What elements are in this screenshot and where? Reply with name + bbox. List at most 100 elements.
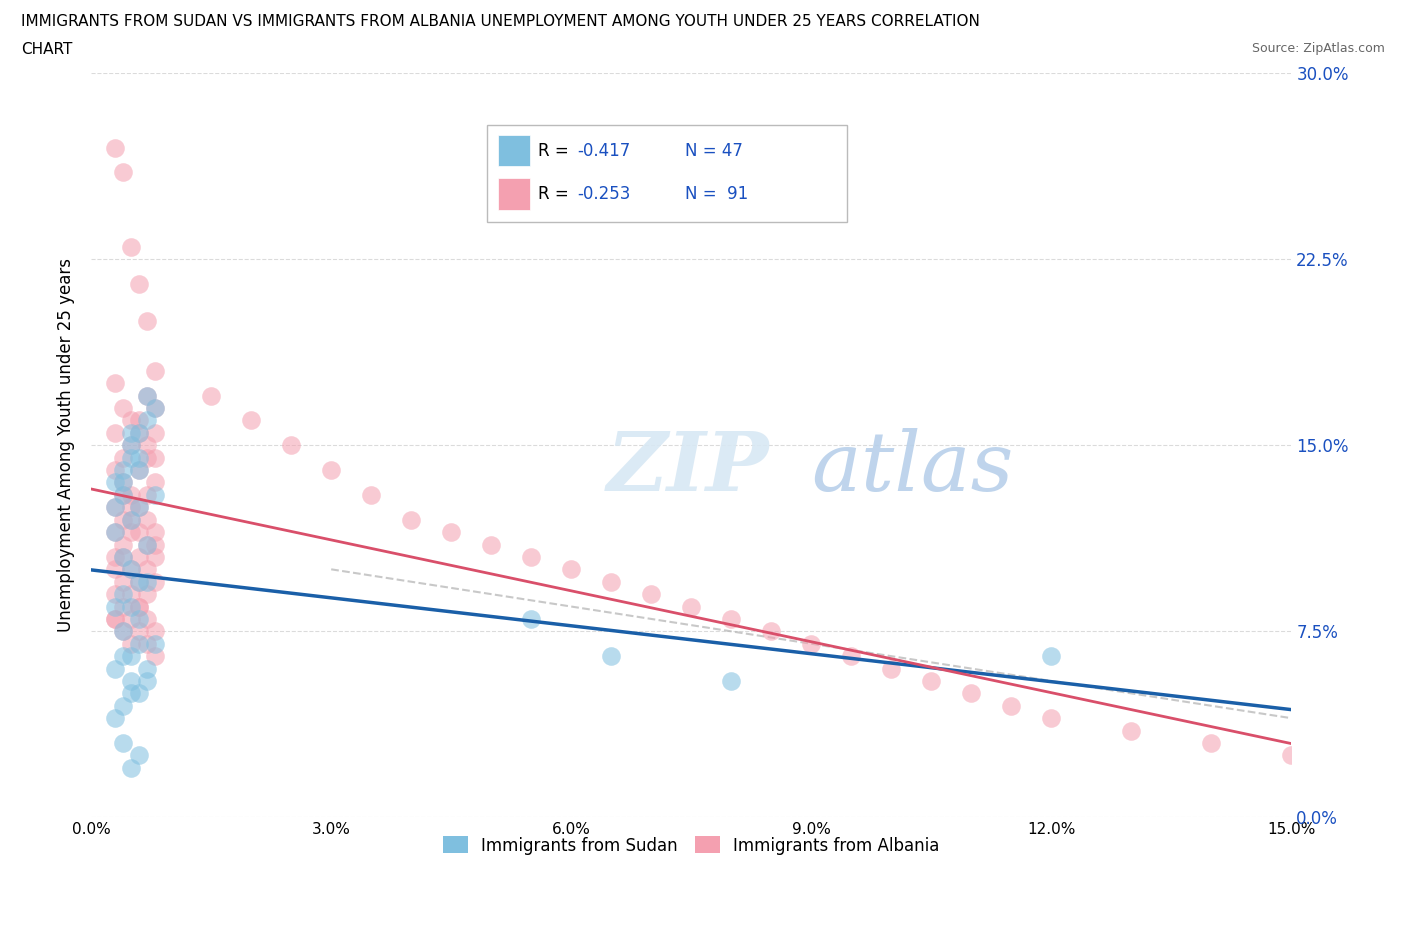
Point [120, 512, 142, 527]
Point [112, 736, 135, 751]
Point [1040, 711, 1063, 725]
Point [761, 624, 783, 639]
Point [104, 562, 127, 577]
Point [120, 673, 142, 688]
Point [128, 575, 150, 590]
Point [136, 636, 159, 651]
Point [640, 587, 662, 602]
Point [128, 425, 150, 440]
Point [104, 550, 127, 565]
Point [1000, 698, 1022, 713]
Point [120, 239, 142, 254]
Point [120, 761, 142, 776]
Point [112, 487, 135, 502]
Point [104, 612, 127, 627]
Point [104, 612, 127, 627]
Point [104, 599, 127, 614]
Point [112, 550, 135, 565]
Point [479, 537, 502, 551]
Point [880, 661, 903, 676]
Point [128, 462, 150, 477]
Point [360, 487, 382, 502]
Point [136, 512, 159, 527]
Text: atlas: atlas [811, 428, 1014, 508]
Text: ZIP: ZIP [607, 428, 770, 508]
Point [120, 587, 142, 602]
Legend: Immigrants from Sudan, Immigrants from Albania: Immigrants from Sudan, Immigrants from A… [436, 830, 946, 861]
Point [128, 550, 150, 565]
Point [112, 698, 135, 713]
Point [143, 425, 166, 440]
Point [104, 711, 127, 725]
Point [112, 624, 135, 639]
Point [560, 562, 582, 577]
Point [600, 649, 623, 664]
Point [1040, 649, 1063, 664]
Point [128, 525, 150, 539]
Point [112, 165, 135, 179]
Point [136, 413, 159, 428]
Point [112, 575, 135, 590]
Point [720, 673, 742, 688]
Point [104, 425, 127, 440]
Point [112, 462, 135, 477]
Point [440, 525, 463, 539]
Point [136, 575, 159, 590]
Point [720, 612, 742, 627]
Point [136, 450, 159, 465]
Point [128, 450, 150, 465]
Point [112, 649, 135, 664]
Point [136, 537, 159, 551]
Point [240, 413, 263, 428]
Point [200, 388, 222, 403]
Point [128, 499, 150, 514]
Point [128, 612, 150, 627]
Point [128, 462, 150, 477]
Point [920, 673, 942, 688]
Point [681, 599, 703, 614]
Point [120, 562, 142, 577]
Point [104, 499, 127, 514]
Point [136, 661, 159, 676]
Point [136, 673, 159, 688]
Point [112, 550, 135, 565]
Point [143, 401, 166, 416]
Point [1279, 748, 1302, 763]
Text: CHART: CHART [21, 42, 73, 57]
Point [800, 636, 823, 651]
Point [112, 537, 135, 551]
Text: IMMIGRANTS FROM SUDAN VS IMMIGRANTS FROM ALBANIA UNEMPLOYMENT AMONG YOUTH UNDER : IMMIGRANTS FROM SUDAN VS IMMIGRANTS FROM… [21, 14, 980, 29]
Point [143, 550, 166, 565]
Point [104, 525, 127, 539]
Point [112, 475, 135, 490]
Point [104, 525, 127, 539]
Point [128, 599, 150, 614]
Point [128, 686, 150, 701]
Point [120, 636, 142, 651]
Point [112, 475, 135, 490]
Point [120, 686, 142, 701]
Point [143, 525, 166, 539]
Point [120, 525, 142, 539]
Point [104, 475, 127, 490]
Point [520, 612, 543, 627]
Point [128, 499, 150, 514]
Point [1201, 736, 1223, 751]
Point [104, 140, 127, 155]
Point [128, 748, 150, 763]
Point [136, 612, 159, 627]
Point [143, 575, 166, 590]
Point [128, 624, 150, 639]
Point [143, 624, 166, 639]
Point [120, 413, 142, 428]
Point [136, 313, 159, 328]
Point [120, 499, 142, 514]
Point [120, 438, 142, 453]
Point [120, 612, 142, 627]
Point [104, 587, 127, 602]
Point [112, 587, 135, 602]
Point [128, 599, 150, 614]
Point [120, 438, 142, 453]
Point [399, 512, 422, 527]
Point [136, 388, 159, 403]
